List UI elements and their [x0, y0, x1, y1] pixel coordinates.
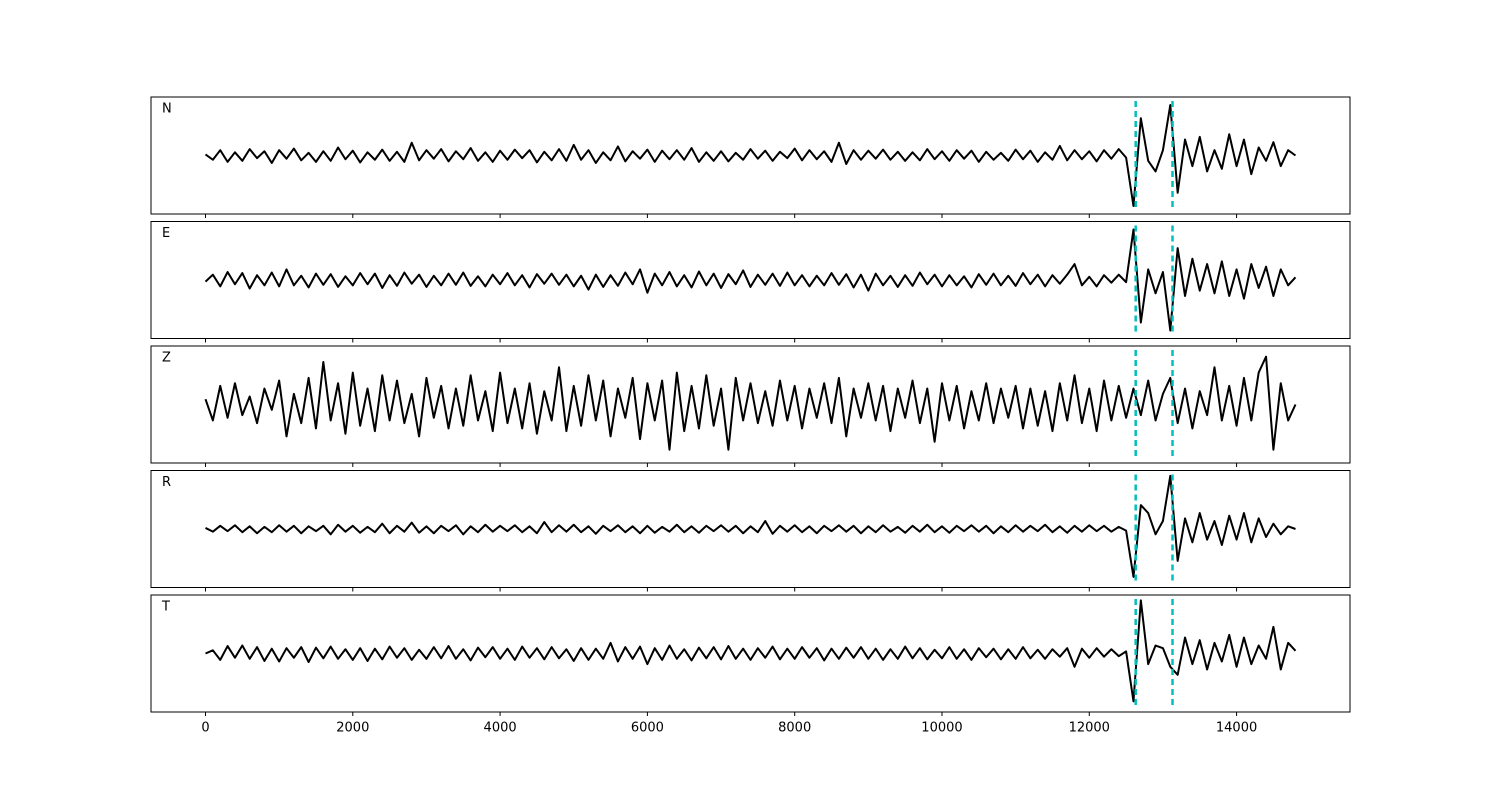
panel-frame	[150, 96, 1351, 215]
x-tick-label: 14000	[1216, 721, 1257, 736]
panel-label: N	[162, 102, 172, 117]
trace	[204, 355, 1297, 451]
panel-frame	[150, 221, 1351, 339]
panel-label: T	[161, 600, 170, 615]
x-tick-label: 8000	[778, 721, 811, 736]
panel-frame	[150, 470, 1351, 588]
x-tick-label: 12000	[1069, 721, 1110, 736]
trace	[204, 228, 1297, 332]
x-tick-label: 0	[201, 721, 209, 736]
panel-frame	[150, 345, 1351, 464]
panel-label: Z	[162, 351, 171, 366]
panel-frame	[150, 594, 1351, 713]
panel-label: R	[162, 475, 171, 490]
trace	[204, 103, 1297, 208]
panel-label: E	[162, 226, 170, 241]
trace	[205, 474, 1296, 578]
x-tick-label: 2000	[336, 721, 369, 736]
trace	[205, 599, 1297, 703]
x-tick-label: 6000	[631, 721, 664, 736]
x-tick-label: 10000	[921, 721, 962, 736]
x-tick-label: 4000	[484, 721, 517, 736]
